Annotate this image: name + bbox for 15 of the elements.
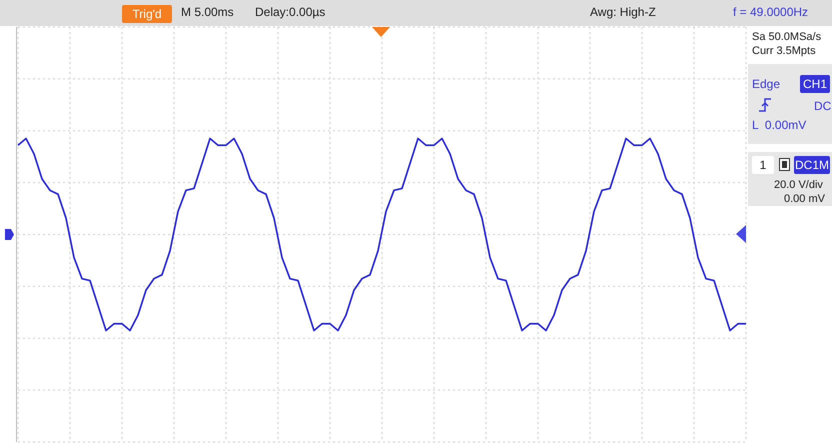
text: 1 [752, 156, 774, 174]
text: f = 49.0000Hz [733, 5, 808, 19]
text: DC [814, 99, 832, 113]
text: Trig'd [122, 5, 172, 23]
text: M 5.00ms [181, 5, 234, 19]
text: Curr 3.5Mpts [752, 44, 816, 58]
text: L 0.00mV [752, 118, 806, 132]
text: Sa 50.0MSa/s [752, 30, 822, 44]
text: CH1 [800, 75, 830, 93]
text: 0.00 mV [784, 192, 825, 206]
text: Delay:0.00µs [255, 5, 326, 19]
text: Edge [752, 77, 780, 91]
text: 20.0 V/div [774, 178, 823, 192]
text: DC1M [794, 156, 830, 174]
text: Awg: High-Z [590, 5, 656, 19]
